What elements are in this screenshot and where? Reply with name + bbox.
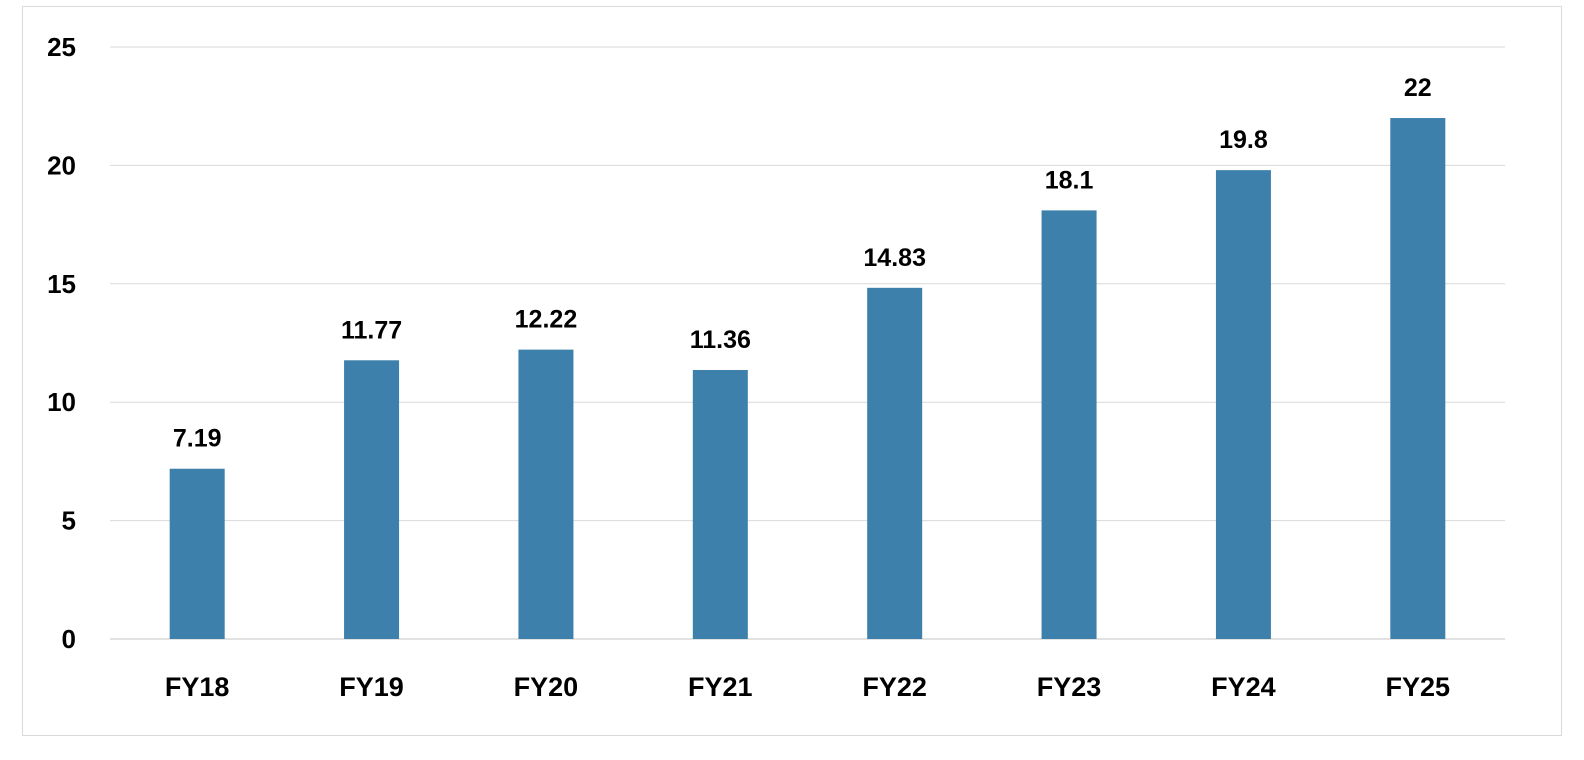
y-tick-label: 10 [47,387,76,417]
y-tick-label: 25 [47,32,76,62]
bar-fy24 [1215,170,1271,640]
x-axis-categories: FY18 FY19 FY20 FY21 FY22 FY23 FY24 FY25 [165,672,1450,702]
gridlines [110,46,1505,640]
chart-frame [22,6,1562,736]
data-label-fy21: 11.36 [690,326,751,354]
bars [169,118,1446,640]
x-tick-label-fy22: FY22 [862,672,927,702]
data-label-fy24: 19.8 [1219,126,1268,154]
x-tick-label-fy25: FY25 [1386,672,1451,702]
data-label-fy19: 11.77 [341,316,402,344]
bar-fy21 [692,369,748,639]
y-tick-label: 5 [62,506,76,536]
bar-fy18 [169,468,225,639]
x-tick-label-fy19: FY19 [339,672,404,702]
bar-fy19 [344,360,400,639]
bar-fy22 [867,287,923,639]
data-label-fy22: 14.83 [863,244,926,272]
data-label-fy25: 22 [1404,74,1432,102]
bar-fy25 [1390,118,1446,640]
x-tick-label-fy18: FY18 [165,672,230,702]
y-axis-ticks: 0 5 10 15 20 25 [47,32,76,654]
data-label-fy20: 12.22 [515,306,578,334]
y-tick-label: 20 [47,150,76,180]
x-tick-label-fy24: FY24 [1211,672,1276,702]
x-tick-label-fy21: FY21 [688,672,753,702]
y-tick-label: 15 [47,269,76,299]
data-label-fy23: 18.1 [1045,166,1094,194]
y-tick-label: 0 [62,624,76,654]
data-labels: 7.19 11.77 12.22 11.36 14.83 18.1 19.8 22 [173,74,1432,453]
data-label-fy18: 7.19 [173,425,222,453]
x-tick-label-fy23: FY23 [1037,672,1102,702]
bar-fy20 [518,349,574,639]
bar-fy23 [1041,210,1097,639]
x-tick-label-fy20: FY20 [514,672,579,702]
